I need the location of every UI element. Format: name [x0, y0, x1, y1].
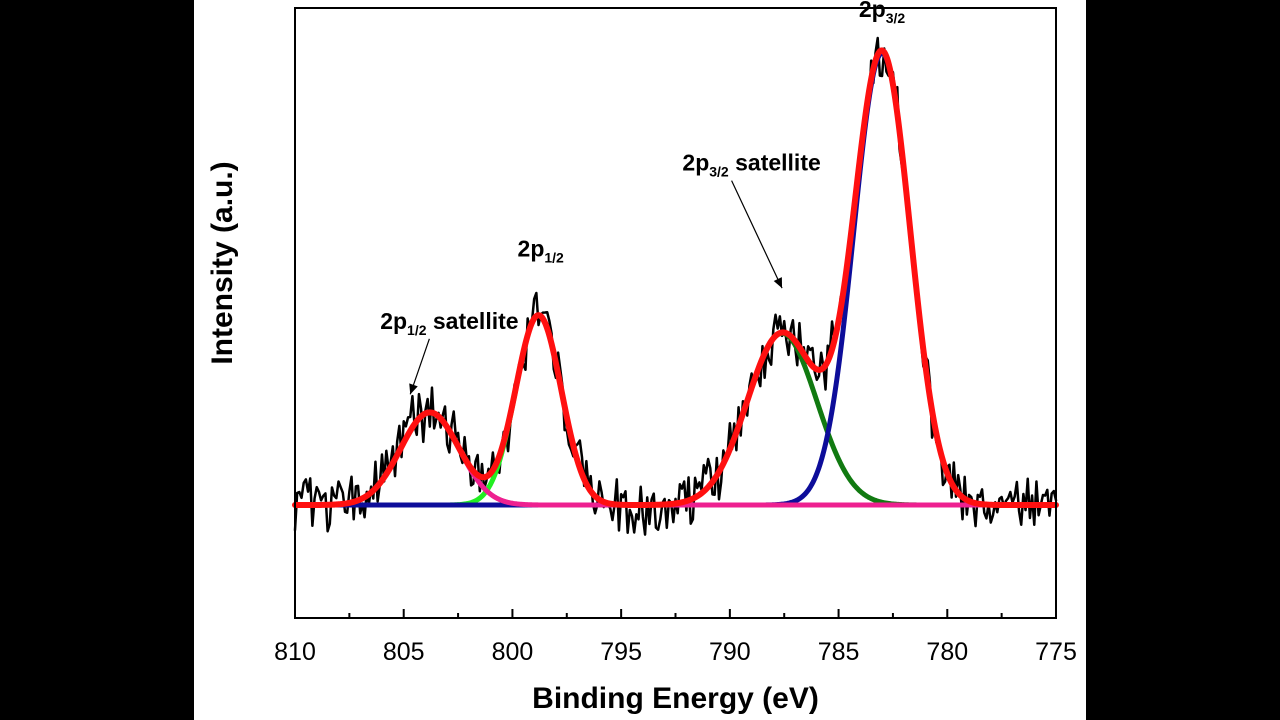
- annotation-arrow-line: [731, 180, 783, 289]
- x-tick-label: 810: [274, 638, 316, 666]
- x-axis-title: Binding Energy (eV): [532, 682, 819, 715]
- y-axis-title: Intensity (a.u.): [206, 161, 239, 364]
- annotation-arrow-head: [409, 383, 418, 395]
- plot-frame: [294, 7, 1057, 619]
- series-envelope: [292, 47, 1059, 509]
- x-ticks: 810 805 800 795 790 785 780 775: [274, 609, 1077, 666]
- peak-annotation: 2p3/2: [859, 0, 906, 26]
- peak-annotation: 2p1/2 satellite: [380, 308, 518, 338]
- x-tick-label: 800: [492, 638, 534, 666]
- annotations: 2p3/2 2p3/2 satellite 2p1/2 2p1/2 satellite: [380, 0, 906, 395]
- x-tick-label: 780: [926, 638, 968, 666]
- xps-chart: 810 805 800 795 790 785 780 775 2p3/2 2p3/2 sate…: [206, 0, 1077, 715]
- peak-annotation: 2p3/2 satellite: [682, 150, 820, 180]
- series-layer: [292, 36, 1059, 536]
- peak-annotation: 2p1/2: [518, 236, 565, 266]
- chart-panel: 810 805 800 795 790 785 780 775 2p3/2 2p3/2 sate…: [194, 0, 1086, 720]
- x-tick-label: 805: [383, 638, 425, 666]
- annotation-arrow-head: [773, 277, 783, 289]
- x-tick-label: 775: [1035, 638, 1077, 666]
- x-tick-label: 795: [600, 638, 642, 666]
- x-tick-label: 790: [709, 638, 751, 666]
- x-tick-label: 785: [818, 638, 860, 666]
